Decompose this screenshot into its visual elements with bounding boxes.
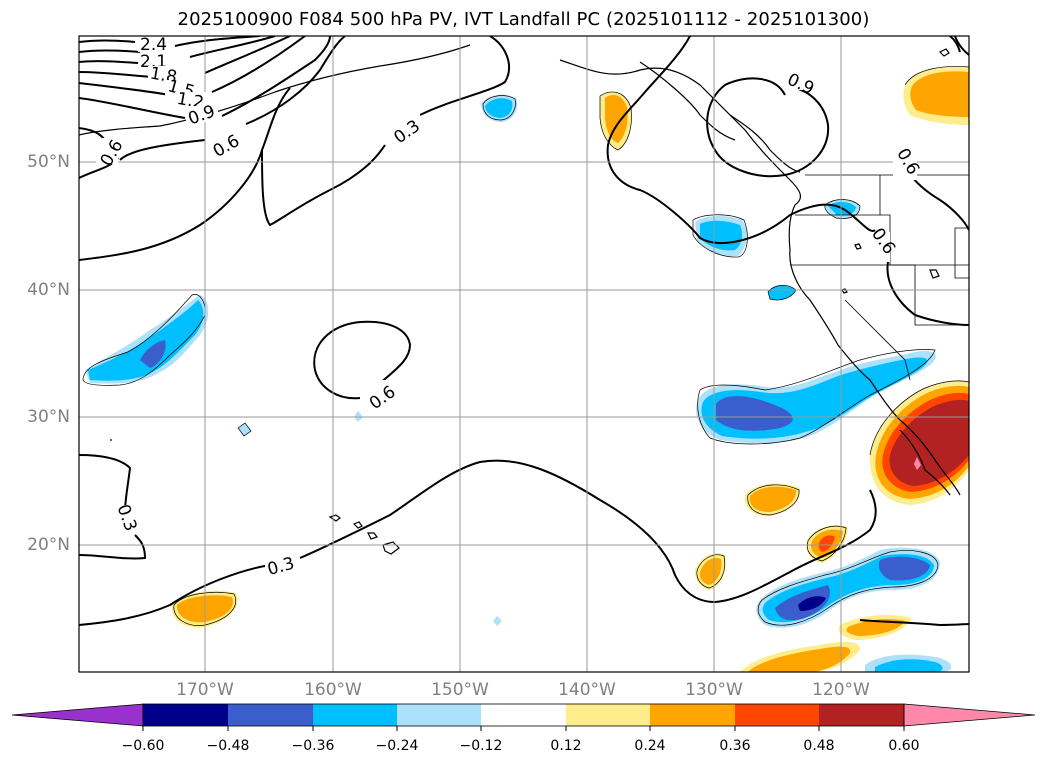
lat-label-30n: 30°N [27, 407, 70, 427]
coastlines [79, 44, 961, 496]
gridlines [79, 36, 969, 672]
colorbar-tick-label: 0.48 [803, 738, 835, 754]
map-title: 2025100900 F084 500 hPa PV, IVT Landfall… [177, 9, 870, 30]
lon-label-150w: 150°W [431, 680, 489, 700]
colorbar-tick-label: 0.12 [550, 738, 582, 754]
contour-label: 2.4 [140, 35, 167, 55]
colorbar-tick-label: 0.24 [634, 738, 666, 754]
positive-anomaly-shading [171, 66, 969, 672]
map-frame [78, 35, 970, 673]
lon-label-140w: 140°W [558, 680, 616, 700]
lon-label-160w: 160°W [304, 680, 362, 700]
lat-label-40n: 40°N [27, 280, 70, 300]
political-borders [790, 174, 969, 381]
colorbar-tick-label: −0.24 [375, 738, 419, 754]
colorbar-tick-label: 0.36 [719, 738, 751, 754]
colorbar-tick-label: 0.60 [888, 738, 920, 754]
colorbar-extend-high [903, 703, 1036, 727]
colorbar [11, 703, 1036, 731]
map-panel: 2.4 2.1 1.8 1.5 1.2 0.9 0.6 0.3 0.6 0.3 … [79, 35, 969, 672]
colorbar-tick-label: −0.12 [459, 738, 503, 754]
lon-label-120w: 120°W [812, 680, 870, 700]
colorbar-tick-label: −0.48 [206, 738, 250, 754]
lat-label-20n: 20°N [27, 535, 70, 555]
lon-label-170w: 170°W [176, 680, 234, 700]
negative-anomaly-shading [85, 94, 952, 672]
lon-label-130w: 130°W [685, 680, 743, 700]
colorbar-extend-low [11, 703, 144, 727]
lat-label-50n: 50°N [27, 152, 70, 172]
colorbar-tick-label: −0.60 [121, 738, 165, 754]
colorbar-tick-label: −0.36 [291, 738, 335, 754]
islands [110, 48, 950, 555]
